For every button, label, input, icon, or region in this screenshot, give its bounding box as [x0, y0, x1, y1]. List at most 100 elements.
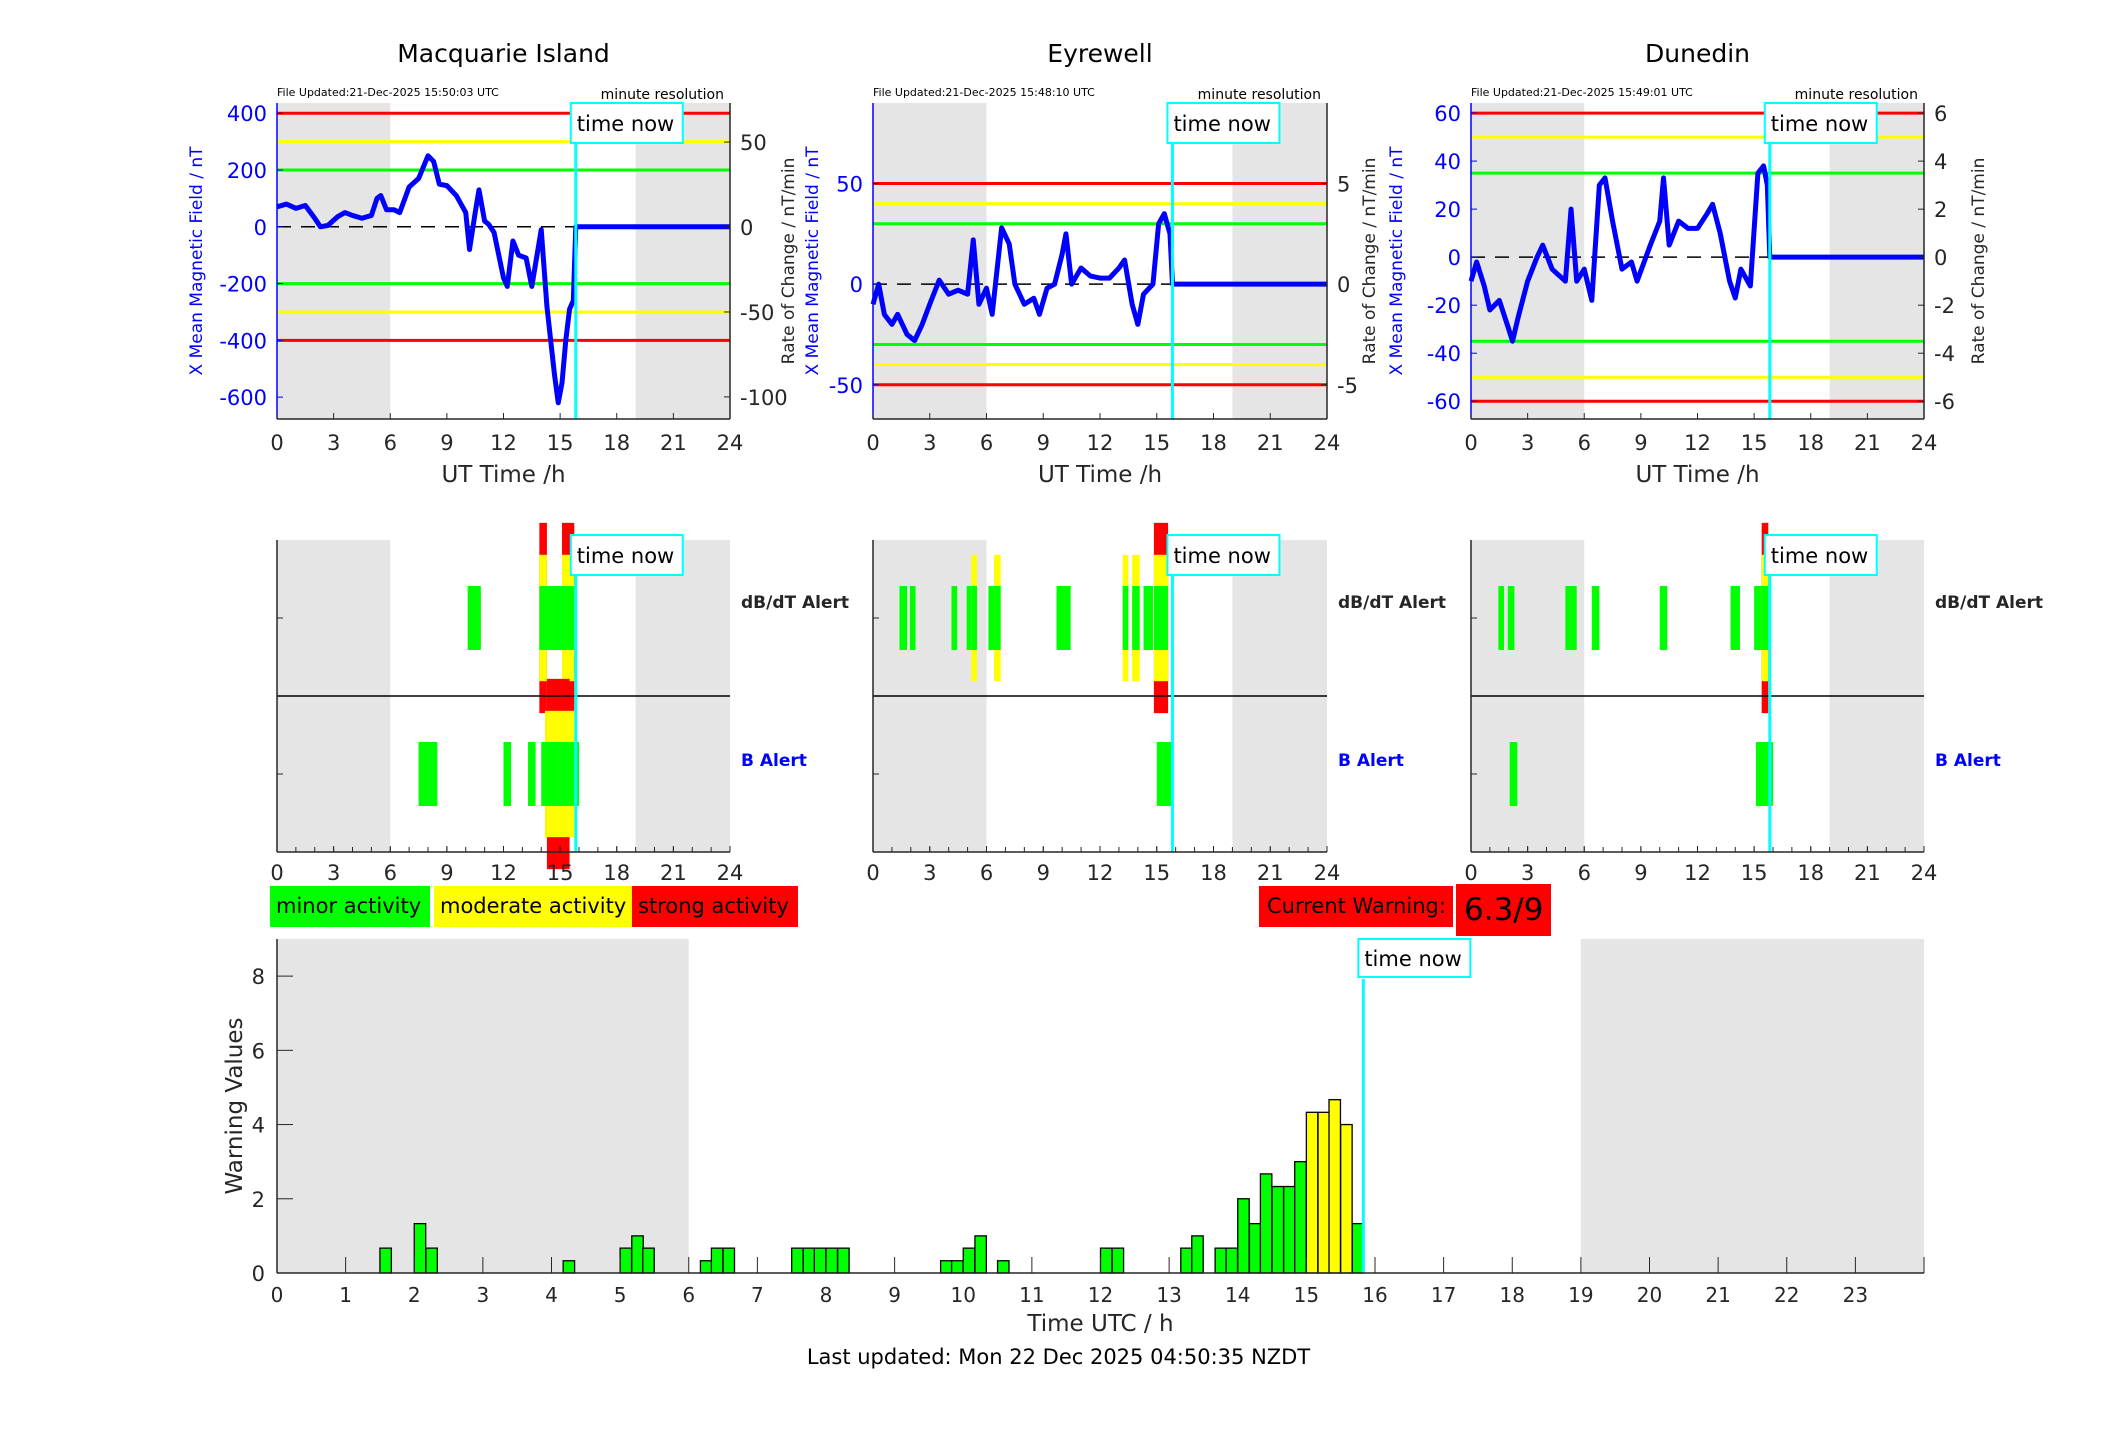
- right-y-axis-label: Rate of Change / nT/min: [1360, 158, 1380, 365]
- x-tick-label: 9: [1634, 861, 1647, 885]
- x-tick-label: 9: [888, 1283, 901, 1307]
- warning-bar: [1317, 1111, 1331, 1274]
- y-tick-label: -600: [219, 386, 267, 410]
- x-tick-label: 15: [1143, 861, 1170, 885]
- time-now-box: [1357, 938, 1472, 978]
- x-tick-label: 12: [490, 861, 517, 885]
- warning-bar: [974, 1235, 988, 1274]
- magnetometer-panel-1: Eyrewell time now File Updated:21-Dec-2025…: [803, 39, 1380, 488]
- x-tick-label: 6: [682, 1283, 695, 1307]
- y-tick-label: 4: [252, 1114, 265, 1138]
- x-tick-label: 15: [547, 431, 574, 455]
- x-field-series: [276, 153, 730, 406]
- x-tick-label: 21: [660, 431, 687, 455]
- x-tick-label: 15: [1741, 861, 1768, 885]
- night-shading: [1232, 103, 1327, 419]
- y-tick-label: -200: [219, 273, 267, 297]
- y-tick-label: 40: [1434, 150, 1461, 174]
- alert-segment-minor: [1143, 586, 1153, 650]
- panel-title: Eyrewell: [1047, 39, 1152, 68]
- x-tick-label: 23: [1843, 1283, 1868, 1307]
- x-axis-label: UT Time /h: [441, 462, 565, 488]
- x-tick-label: 24: [1911, 861, 1938, 885]
- warning-bar: [619, 1247, 633, 1274]
- y-right-tick-label: -6: [1934, 390, 1955, 414]
- y-tick-label: -50: [829, 374, 863, 398]
- y-right-tick-label: 2: [1934, 198, 1947, 222]
- alert-segment-minor: [541, 742, 546, 806]
- alert-segment-minor: [899, 586, 908, 650]
- warning-bar: [1340, 1123, 1353, 1274]
- x-tick-label: 12: [1684, 431, 1711, 455]
- alert-segment-minor: [503, 742, 512, 806]
- resolution-text: minute resolution: [1198, 87, 1321, 103]
- warning-bar: [1225, 1247, 1239, 1274]
- x-tick-label: 15: [1741, 431, 1768, 455]
- x-tick-label: 24: [1314, 431, 1341, 455]
- x-field-series: [870, 211, 1327, 344]
- x-tick-label: 12: [1087, 861, 1114, 885]
- x-tick-label: 18: [1500, 1283, 1525, 1307]
- alert-segment-minor: [569, 742, 575, 806]
- x-tick-label: 24: [717, 431, 744, 455]
- night-shading: [1580, 939, 1924, 1273]
- warning-bar: [710, 1247, 724, 1274]
- alert-segment-minor: [528, 742, 536, 806]
- y-tick-label: 0: [252, 1262, 265, 1286]
- x-tick-label: 3: [923, 861, 936, 885]
- time-now-label: time now: [1771, 544, 1868, 568]
- warning-bar: [562, 1260, 576, 1274]
- x-tick-label: 9: [440, 431, 453, 455]
- x-tick-label: 0: [271, 1283, 284, 1307]
- x-tick-label: 4: [545, 1283, 558, 1307]
- legend-strong-activity: strong activity: [632, 886, 798, 927]
- dbdt-alert-label: dB/dT Alert: [741, 593, 849, 613]
- x-tick-label: 11: [1019, 1283, 1044, 1307]
- alert-panel-2: dB/dT Alert B Alert time now 0 3 6 9 12 15 18 21 24: [1464, 522, 2043, 885]
- night-shading: [1829, 103, 1924, 419]
- x-tick-label: 21: [1854, 861, 1881, 885]
- x-tick-label: 7: [751, 1283, 764, 1307]
- right-y-axis-label: Rate of Change / nT/min: [779, 158, 799, 365]
- warning-bar: [1259, 1173, 1273, 1274]
- warning-bar: [722, 1247, 736, 1274]
- night-shading: [277, 939, 689, 1273]
- x-tick-label: 13: [1156, 1283, 1181, 1307]
- x-tick-label: 3: [327, 861, 340, 885]
- warning-bar: [413, 1222, 427, 1274]
- alert-segment-minor: [1153, 586, 1169, 650]
- y-tick-label: 0: [254, 216, 267, 240]
- y-tick-label: 60: [1434, 102, 1461, 126]
- alert-segment-minor: [418, 742, 438, 806]
- alert-segment-minor: [966, 586, 972, 650]
- alert-segment-minor: [1122, 586, 1129, 650]
- b-alert-label: B Alert: [741, 751, 807, 771]
- left-y-axis-label: X Mean Magnetic Field / nT: [1387, 146, 1407, 376]
- x-tick-label: 18: [1200, 431, 1227, 455]
- x-tick-label: 0: [270, 431, 283, 455]
- alert-segment-minor: [467, 586, 481, 650]
- x-tick-label: 21: [1854, 431, 1881, 455]
- x-tick-label: 9: [1037, 861, 1050, 885]
- x-tick-label: 12: [1087, 431, 1114, 455]
- y-right-tick-label: -2: [1934, 294, 1955, 318]
- b-alert-label: B Alert: [1338, 751, 1404, 771]
- x-tick-label: 24: [1911, 431, 1938, 455]
- x-tick-label: 12: [1684, 861, 1711, 885]
- warning-bar: [837, 1247, 850, 1274]
- magnetometer-panel-0: Macquarie Island time now File Updated:21-…: [187, 39, 799, 488]
- x-tick-label: 9: [1037, 431, 1050, 455]
- alert-segment-minor: [1730, 586, 1740, 650]
- x-tick-label: 21: [1257, 431, 1284, 455]
- y-tick-label: 200: [227, 159, 267, 183]
- warning-bar: [1180, 1247, 1193, 1274]
- y-tick-label: -40: [1427, 342, 1461, 366]
- x-tick-label: 21: [1705, 1283, 1730, 1307]
- y-right-tick-label: 0: [1934, 246, 1947, 270]
- x-tick-label: 18: [603, 431, 630, 455]
- warning-bar: [1271, 1185, 1285, 1274]
- legend-moderate-activity: moderate activity: [434, 886, 632, 927]
- y-tick-label: 20: [1434, 198, 1461, 222]
- warning-bar: [1191, 1235, 1204, 1274]
- x-tick-label: 17: [1431, 1283, 1456, 1307]
